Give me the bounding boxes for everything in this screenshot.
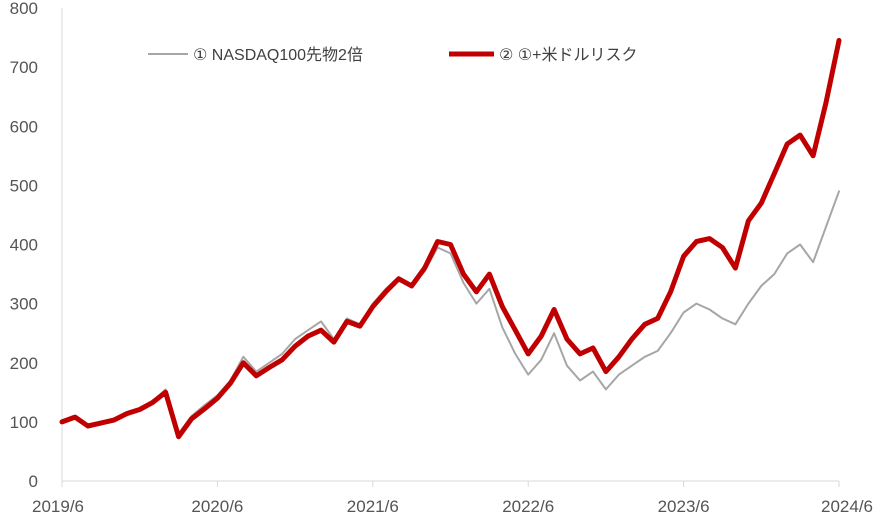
y-tick-label: 300 (10, 295, 38, 314)
legend-label-series-1: ① NASDAQ100先物2倍 (193, 46, 363, 64)
series-group (59, 38, 842, 440)
y-tick-label: 500 (10, 176, 38, 195)
x-tick-labels: 2019/6 2020/6 2021/6 2022/6 2023/6 2024/6 (32, 497, 873, 516)
series-line-1 (61, 190, 840, 435)
y-tick-label: 400 (10, 236, 38, 255)
x-tick-label: 2023/6 (658, 497, 710, 516)
y-tick-label: 200 (10, 354, 38, 373)
y-tick-label: 600 (10, 117, 38, 136)
y-tick-label: 0 (29, 472, 38, 491)
x-tick-label: 2024/6 (821, 497, 873, 516)
y-tick-label: 800 (10, 0, 38, 18)
x-tick-label: 2020/6 (191, 497, 243, 516)
y-tick-labels: 0 100 200 300 400 500 600 700 800 (10, 0, 38, 491)
x-tick-label: 2022/6 (502, 497, 554, 516)
legend-label-series-2: ② ①+米ドルリスク (499, 46, 637, 64)
y-tick-label: 100 (10, 413, 38, 432)
x-tick-label: 2021/6 (347, 497, 399, 516)
y-tick-label: 700 (10, 58, 38, 77)
axes (61, 8, 840, 487)
x-tick-label: 2019/6 (32, 497, 84, 516)
legend: ① NASDAQ100先物2倍 ② ①+米ドルリスク (148, 46, 637, 64)
series-line-2 (59, 38, 842, 440)
